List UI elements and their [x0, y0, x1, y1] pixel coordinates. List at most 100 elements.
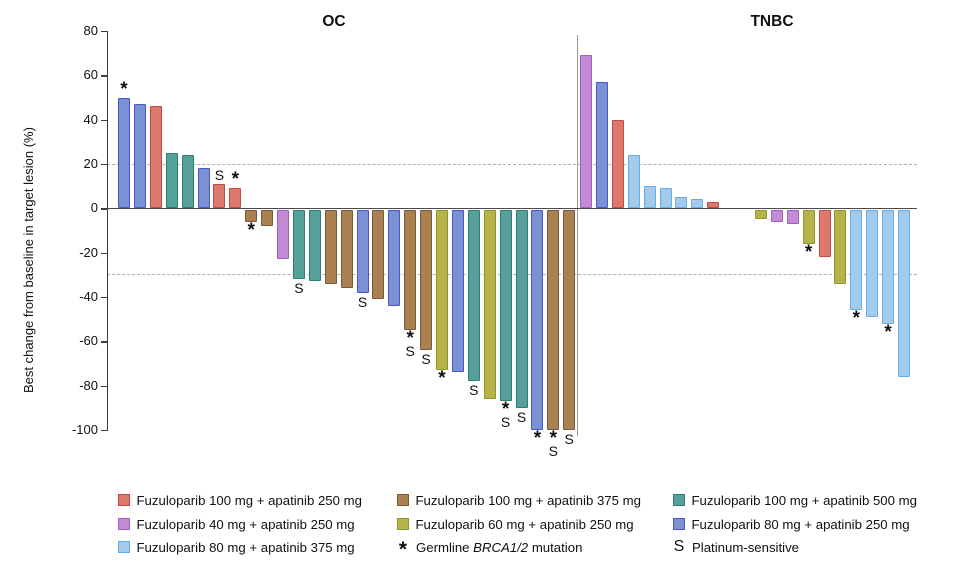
platinum-sensitive-s: S — [548, 443, 558, 459]
bar-oc-17 — [372, 210, 385, 300]
bar-oc-5 — [181, 155, 194, 209]
platinum-sensitive-s: S — [214, 166, 225, 183]
y-tick — [101, 385, 107, 387]
bar-marks: * S — [544, 428, 562, 459]
legend-label: Platinum-sensitive — [692, 539, 800, 555]
y-tick — [101, 119, 107, 121]
bar-marks: * — [433, 369, 451, 388]
y-tick — [101, 31, 107, 33]
bar-oc-4 — [165, 152, 178, 209]
bar-marks: * — [242, 221, 260, 240]
bar-marks: * — [847, 308, 865, 330]
y-tick-label: 40 — [83, 111, 98, 127]
legend-label: Fuzuloparib 40 mg + apatinib 250 mg — [136, 516, 355, 532]
legend-swatch-icon — [397, 518, 409, 530]
brca-mutation-asterisk: * — [501, 399, 510, 421]
legend-swatch-icon — [118, 494, 130, 506]
bar-tnbc-1 — [580, 55, 592, 209]
bar-tnbc-13 — [802, 210, 815, 244]
bar-oc-16 — [356, 210, 369, 293]
bar-oc-29 — [563, 210, 576, 430]
bar-tnbc-6 — [659, 188, 672, 209]
platinum-sensitive-s: S — [421, 351, 431, 368]
y-tick-label: -40 — [79, 289, 98, 304]
bar-marks: * — [226, 168, 244, 191]
bar-tnbc-5 — [643, 186, 656, 209]
bar-oc-24 — [483, 210, 496, 399]
bar-tnbc-7 — [675, 197, 688, 209]
legend-label: Fuzuloparib 100 mg + apatinib 500 mg — [691, 492, 917, 508]
reference-line — [107, 163, 917, 165]
brca-mutation-asterisk: * — [231, 169, 239, 191]
brca-mutation-asterisk: * — [804, 241, 813, 263]
legend-item-fz80_ap375: Fuzuloparib 80 mg + apatinib 375 mg — [118, 539, 355, 555]
bar-marks: * S — [401, 328, 419, 358]
brca-mutation-asterisk: * — [549, 428, 557, 449]
bar-tnbc-14 — [818, 210, 831, 258]
bar-marks: S — [513, 408, 531, 425]
bar-oc-22 — [451, 210, 464, 373]
zero-baseline — [107, 207, 917, 210]
reference-line — [107, 274, 917, 276]
bar-marks: * — [879, 323, 897, 342]
bar-marks: S — [354, 295, 372, 309]
legend-item-brca: * Germline BRCA1/2 mutation — [397, 538, 583, 561]
panel-title-tnbc: TNBC — [750, 13, 794, 30]
bar-oc-3 — [149, 106, 162, 209]
bar-tnbc-12 — [786, 210, 799, 224]
legend-item-platinum: S Platinum-sensitive — [673, 538, 800, 555]
bar-tnbc-3 — [611, 119, 624, 209]
bar-marks: S — [417, 351, 435, 368]
platinum-sensitive-s: S — [469, 382, 479, 399]
platinum-sensitive-s: S — [516, 408, 527, 425]
legend-item-fz60_ap250: Fuzuloparib 60 mg + apatinib 250 mg — [397, 516, 634, 532]
y-tick — [101, 75, 107, 77]
legend-item-fz40_ap250: Fuzuloparib 40 mg + apatinib 250 mg — [118, 516, 355, 532]
bar-marks: * — [800, 241, 818, 263]
bar-oc-12 — [292, 210, 305, 280]
y-tick-label: -100 — [71, 422, 98, 437]
legend-label: Fuzuloparib 60 mg + apatinib 250 mg — [415, 516, 634, 532]
legend-swatch-icon — [397, 494, 409, 506]
bar-tnbc-18 — [882, 210, 895, 324]
bar-oc-7 — [213, 183, 226, 209]
legend-item-fz80_ap250: Fuzuloparib 80 mg + apatinib 250 mg — [673, 516, 910, 532]
bar-tnbc-19 — [898, 210, 910, 377]
bar-marks: * S — [497, 399, 515, 431]
y-tick-label: 60 — [83, 67, 98, 83]
bar-marks: S — [210, 164, 228, 182]
bar-oc-26 — [515, 210, 528, 408]
bar-tnbc-11 — [770, 210, 783, 222]
brca-mutation-asterisk: * — [533, 428, 542, 449]
bar-oc-11 — [277, 210, 289, 260]
bar-tnbc-2 — [595, 81, 608, 209]
bar-oc-6 — [197, 168, 210, 209]
y-tick-label: 0 — [90, 200, 98, 216]
bar-oc-2 — [133, 104, 146, 209]
brca-mutation-asterisk: * — [406, 328, 414, 350]
y-tick-label: -20 — [79, 244, 98, 260]
legend-item-fz100_ap375: Fuzuloparib 100 mg + apatinib 375 mg — [397, 492, 641, 508]
bar-tnbc-10 — [754, 210, 767, 220]
bar-oc-15 — [340, 210, 353, 289]
y-tick — [101, 252, 107, 254]
brca-mutation-asterisk: * — [852, 308, 860, 330]
bar-oc-28 — [547, 210, 560, 430]
brca-mutation-asterisk: * — [120, 78, 128, 100]
bar-oc-21 — [436, 210, 448, 371]
bar-marks: S — [290, 281, 308, 295]
bar-tnbc-17 — [866, 210, 879, 317]
bar-oc-10 — [261, 210, 274, 227]
bar-oc-23 — [467, 210, 480, 382]
y-tick-label: -60 — [79, 333, 98, 349]
legend-label: Germline BRCA1/2 mutation — [416, 539, 583, 555]
bar-marks: * — [115, 78, 133, 100]
platinum-sensitive-s: S — [564, 431, 574, 447]
legend-label: Fuzuloparib 100 mg + apatinib 250 mg — [136, 492, 362, 508]
legend-swatch-icon — [673, 518, 685, 530]
bar-marks: S — [560, 431, 578, 447]
bar-tnbc-4 — [627, 155, 640, 209]
bar-oc-27 — [531, 210, 544, 430]
platinum-sensitive-s: S — [500, 414, 511, 431]
